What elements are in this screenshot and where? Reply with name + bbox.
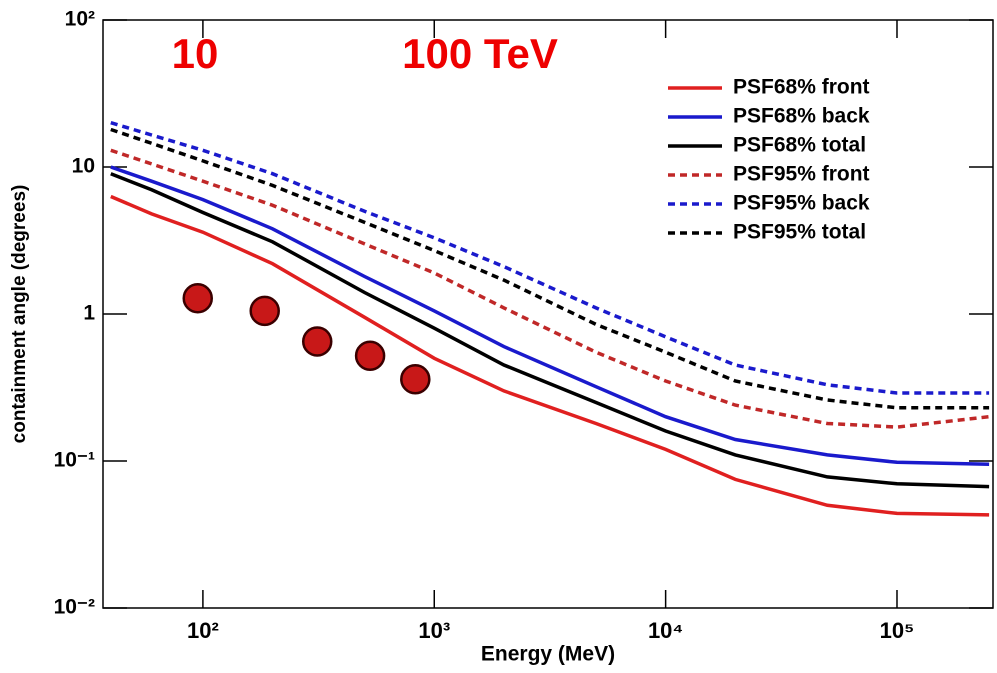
series-line: [110, 127, 990, 410]
x-tick-label: 10²: [187, 618, 219, 643]
series-line: [110, 194, 990, 517]
legend-label: PSF68% total: [733, 134, 866, 157]
series-line: [110, 121, 990, 395]
y-tick-label: 10⁻¹: [54, 449, 95, 472]
x-tick-label: 10⁵: [880, 618, 915, 643]
y-axis-label: containment angle (degrees): [9, 185, 30, 444]
legend-label: PSF68% front: [733, 76, 870, 99]
x-tick-label: 10⁴: [648, 618, 683, 643]
x-axis-label: Energy (MeV): [481, 643, 615, 666]
y-tick-label: 10²: [65, 8, 95, 31]
marker: [354, 340, 386, 371]
legend-label: PSF95% back: [733, 192, 870, 215]
legend-label: PSF68% back: [733, 105, 870, 128]
x-tick-label: 10³: [418, 618, 450, 643]
annotation: 10: [172, 30, 219, 77]
marker: [301, 326, 333, 357]
marker: [400, 363, 431, 395]
marker: [182, 282, 213, 314]
y-tick-label: 10: [72, 155, 95, 178]
series-line: [110, 148, 990, 429]
marker: [249, 295, 280, 327]
y-tick-label: 1: [83, 302, 95, 325]
legend-label: PSF95% total: [733, 221, 866, 244]
series-line: [110, 165, 990, 467]
series-line: [110, 172, 990, 489]
legend-label: PSF95% front: [733, 163, 870, 186]
y-tick-label: 10⁻²: [54, 596, 95, 619]
annotation: 100 TeV: [402, 30, 558, 77]
